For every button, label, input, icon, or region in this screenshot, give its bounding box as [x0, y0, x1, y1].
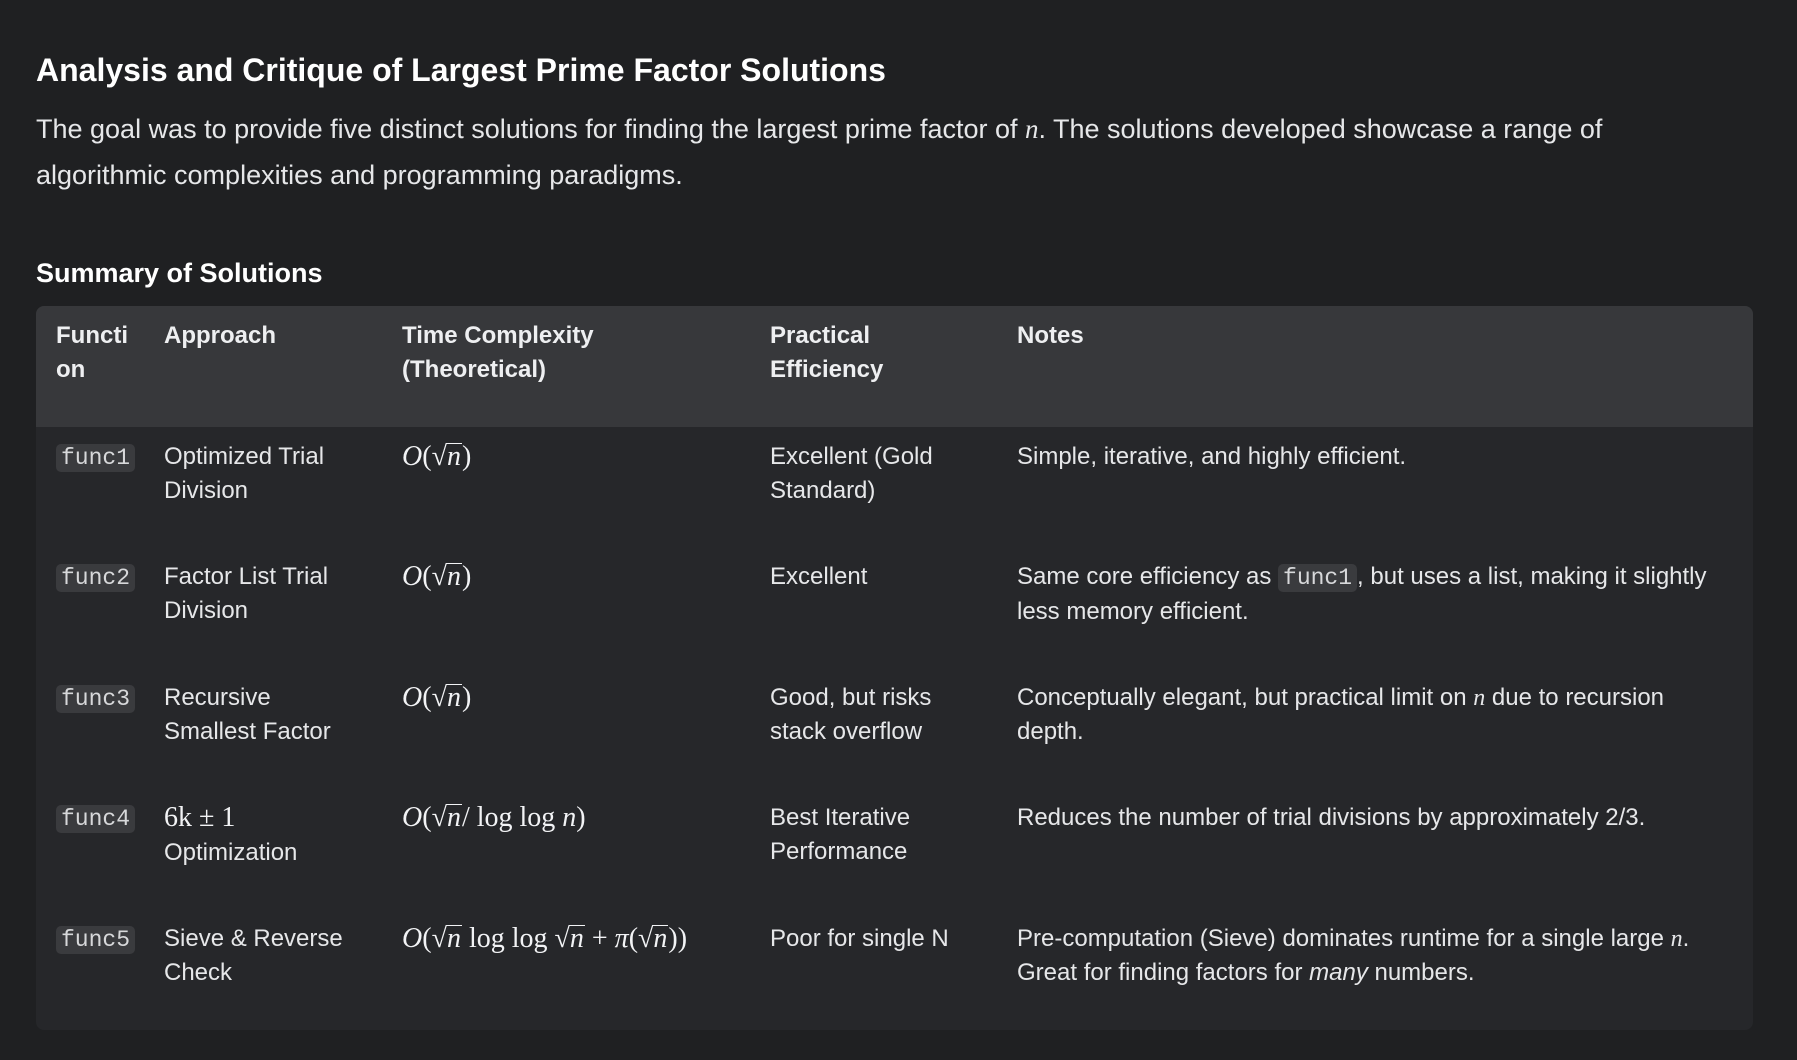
- cell-approach: Optimized Trial Division: [164, 443, 325, 504]
- cell-function: func3: [36, 668, 144, 788]
- page-title: Analysis and Critique of Largest Prime F…: [36, 52, 886, 88]
- cell-notes: Reduces the number of trial divisions by…: [1017, 804, 1646, 831]
- complexity-formula: O(√n): [402, 682, 472, 713]
- cell-approach: Sieve & Reverse Check: [164, 925, 343, 986]
- cell-time-complexity: O(√n/ log log n): [382, 788, 750, 909]
- inline-code: func1: [1278, 564, 1358, 592]
- notes-text: . Great for finding factors for: [1017, 925, 1690, 986]
- table-row: func5 Sieve & Reverse Check O(√n log log…: [36, 909, 1753, 1030]
- notes-text: due to recursion depth.: [1017, 684, 1665, 745]
- header-practical-efficiency: Practical Efficiency: [770, 322, 884, 383]
- approach-text: Optimization: [164, 839, 298, 866]
- cell-practical-efficiency: Good, but risks stack overflow: [770, 684, 932, 745]
- cell-function: func2: [36, 547, 144, 668]
- complexity-formula: O(√n): [402, 561, 472, 592]
- emphasis-text: many: [1309, 959, 1368, 986]
- cell-approach: Factor List Trial Division: [164, 563, 329, 624]
- solutions-table-container: Function Approach Time Complexity (Theor…: [36, 306, 1753, 1030]
- header-time-complexity: Time Complexity (Theoretical): [402, 322, 594, 383]
- cell-approach: Recursive Smallest Factor: [164, 684, 331, 745]
- intro-math-var: n: [1025, 114, 1039, 144]
- cell-notes: Pre-computation (Sieve) dominates runtim…: [997, 909, 1753, 1030]
- header-approach: Approach: [164, 322, 277, 349]
- header-function: Function: [56, 322, 128, 383]
- complexity-formula: O(√n/ log log n): [402, 802, 586, 833]
- function-code: func4: [56, 805, 136, 833]
- cell-notes: Same core efficiency as func1, but uses …: [997, 547, 1753, 668]
- cell-notes: Simple, iterative, and highly efficient.: [1017, 443, 1407, 470]
- cell-time-complexity: O(√n): [382, 547, 750, 668]
- cell-practical-efficiency: Best Iterative Performance: [770, 804, 911, 865]
- math-var: n: [1670, 926, 1683, 952]
- cell-function: func4: [36, 788, 144, 909]
- intro-text-before: The goal was to provide five distinct so…: [36, 114, 1025, 144]
- intro-paragraph: The goal was to provide five distinct so…: [36, 106, 1716, 198]
- cell-notes: Conceptually elegant, but practical limi…: [997, 668, 1753, 788]
- notes-text: , but uses a list, making it slightly le…: [1017, 563, 1707, 625]
- approach-formula: 6k ± 1: [164, 802, 236, 833]
- table-row: func4 6k ± 1 Optimization O(√n/ log log n…: [36, 788, 1753, 909]
- notes-text: Conceptually elegant, but practical limi…: [1017, 684, 1474, 711]
- complexity-formula: O(√n log log √n + π(√n)): [402, 923, 688, 954]
- cell-time-complexity: O(√n): [382, 427, 750, 547]
- cell-time-complexity: O(√n log log √n + π(√n)): [382, 909, 750, 1030]
- header-notes: Notes: [1017, 322, 1084, 349]
- math-var: n: [1473, 685, 1486, 711]
- notes-text: Pre-computation (Sieve) dominates runtim…: [1017, 925, 1671, 952]
- table-row: func2 Factor List Trial Division O(√n) E…: [36, 547, 1753, 668]
- cell-function: func5: [36, 909, 144, 1030]
- function-code: func2: [56, 564, 136, 592]
- cell-time-complexity: O(√n): [382, 668, 750, 788]
- notes-text: numbers.: [1367, 959, 1475, 986]
- function-code: func1: [56, 444, 136, 472]
- solutions-table: Function Approach Time Complexity (Theor…: [36, 306, 1753, 1030]
- complexity-formula: O(√n): [402, 441, 472, 472]
- notes-text: Same core efficiency as: [1017, 563, 1279, 590]
- intro-text-after: . The solutions developed showcase a ran…: [36, 114, 1603, 190]
- function-code: func5: [56, 926, 136, 954]
- table-header-row: Function Approach Time Complexity (Theor…: [36, 306, 1753, 427]
- table-row: func3 Recursive Smallest Factor O(√n) Go…: [36, 668, 1753, 788]
- table-row: func1 Optimized Trial Division O(√n) Exc…: [36, 427, 1753, 547]
- cell-practical-efficiency: Excellent (Gold Standard): [770, 443, 933, 504]
- cell-practical-efficiency: Excellent: [770, 563, 868, 590]
- cell-function: func1: [36, 427, 144, 547]
- cell-practical-efficiency: Poor for single N: [770, 925, 949, 952]
- summary-heading: Summary of Solutions: [36, 258, 323, 288]
- cell-approach: 6k ± 1 Optimization: [144, 788, 382, 909]
- function-code: func3: [56, 685, 136, 713]
